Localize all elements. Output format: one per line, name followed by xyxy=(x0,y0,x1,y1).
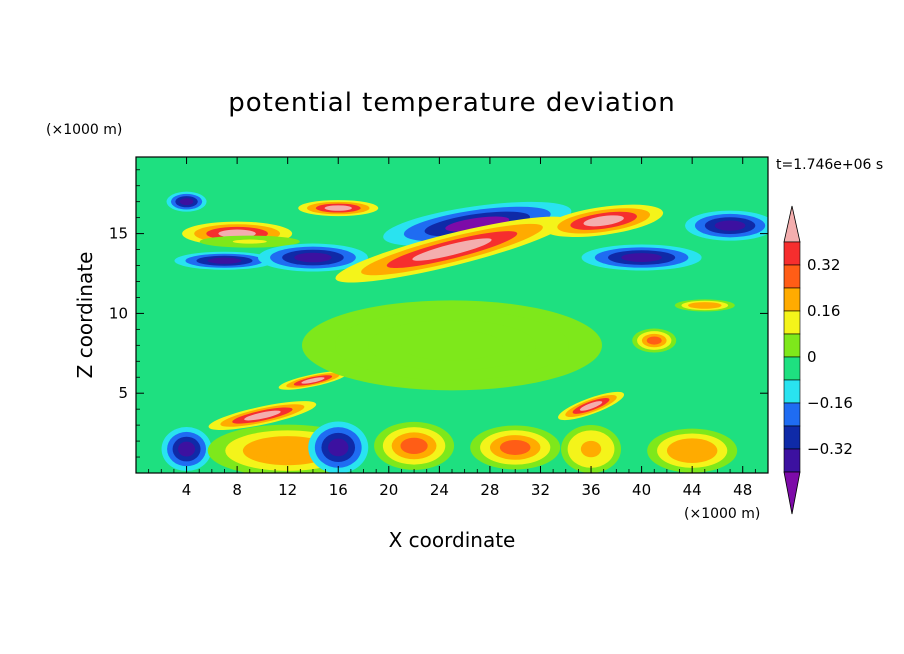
x-tick-label: 36 xyxy=(581,481,600,499)
field-feature-contour xyxy=(676,443,708,459)
x-axis: 4 8 12 16 20 24 28 32 36 40 44 48 xyxy=(148,157,756,499)
field-feature-contour xyxy=(621,253,662,262)
field-feature-contour xyxy=(232,239,267,244)
colorbar-bin xyxy=(783,287,801,312)
y-axis-label: Z coordinate xyxy=(73,252,97,379)
colorbar-bin xyxy=(783,425,801,450)
y-tick-label: 10 xyxy=(109,304,128,322)
field-feature-contour xyxy=(401,330,503,361)
field-feature-contour xyxy=(294,252,332,263)
x-axis-label: X coordinate xyxy=(389,528,516,552)
y-tick-label: 15 xyxy=(109,225,128,243)
y-tick-label: 5 xyxy=(118,384,128,402)
x-tick-label: 44 xyxy=(683,481,702,499)
x-tick-label: 28 xyxy=(480,481,499,499)
field-feature-contour xyxy=(328,438,349,457)
colorbar-bin xyxy=(783,264,801,289)
colorbar: 0.32 0.16 0 −0.16 −0.32 xyxy=(783,205,853,515)
field-feature-contour xyxy=(179,198,194,206)
field-feature-contour xyxy=(646,336,662,345)
colorbar-label: 0.32 xyxy=(807,256,840,274)
field-feature-contour xyxy=(324,205,352,211)
colorbar-bin xyxy=(783,310,801,335)
x-tick-label: 48 xyxy=(733,481,752,499)
field-layer xyxy=(136,157,768,473)
colorbar-bin xyxy=(783,333,801,358)
x-tick-label: 12 xyxy=(278,481,297,499)
field-feature-contour xyxy=(400,437,428,455)
colorbar-bin xyxy=(783,402,801,427)
colorbar-extend-min xyxy=(783,471,801,515)
field-feature-contour xyxy=(579,401,603,411)
field-feature-contour xyxy=(583,215,624,227)
colorbar-bin xyxy=(783,241,801,266)
field-feature-contour xyxy=(694,303,715,308)
field-feature-contour xyxy=(178,441,196,457)
field-feature-contour xyxy=(412,238,492,261)
colorbar-extend-max xyxy=(783,205,801,243)
field-feature-contour xyxy=(244,410,281,421)
field-feature-contour xyxy=(499,439,531,455)
y-units-label: (×1000 m) xyxy=(46,122,122,138)
x-units-label: (×1000 m) xyxy=(684,506,760,522)
time-label: t=1.746e+06 s xyxy=(776,157,883,173)
y-axis: 5 10 15 xyxy=(109,169,768,458)
colorbar-label: 0 xyxy=(807,348,817,366)
field-feature-contour xyxy=(260,441,315,460)
x-tick-label: 40 xyxy=(632,481,651,499)
field-feature-contour xyxy=(714,220,746,231)
colorbar-label: −0.32 xyxy=(807,440,853,458)
x-tick-label: 8 xyxy=(232,481,242,499)
x-tick-label: 20 xyxy=(379,481,398,499)
field-feature-contour xyxy=(207,257,242,264)
colorbar-label: −0.16 xyxy=(807,394,853,412)
x-tick-label: 32 xyxy=(531,481,550,499)
colorbar-bin xyxy=(783,448,801,473)
colorbar-label: 0.16 xyxy=(807,302,840,320)
field-feature-contour xyxy=(445,216,510,232)
chart-title: potential temperature deviation xyxy=(228,88,675,118)
field-features xyxy=(161,191,768,473)
colorbar-bin xyxy=(783,379,801,404)
x-tick-label: 24 xyxy=(430,481,449,499)
x-tick-label: 16 xyxy=(329,481,348,499)
field-feature-contour xyxy=(580,440,602,458)
colorbar-bin xyxy=(783,356,801,381)
x-tick-label: 4 xyxy=(182,481,192,499)
field-feature-contour xyxy=(301,377,325,384)
